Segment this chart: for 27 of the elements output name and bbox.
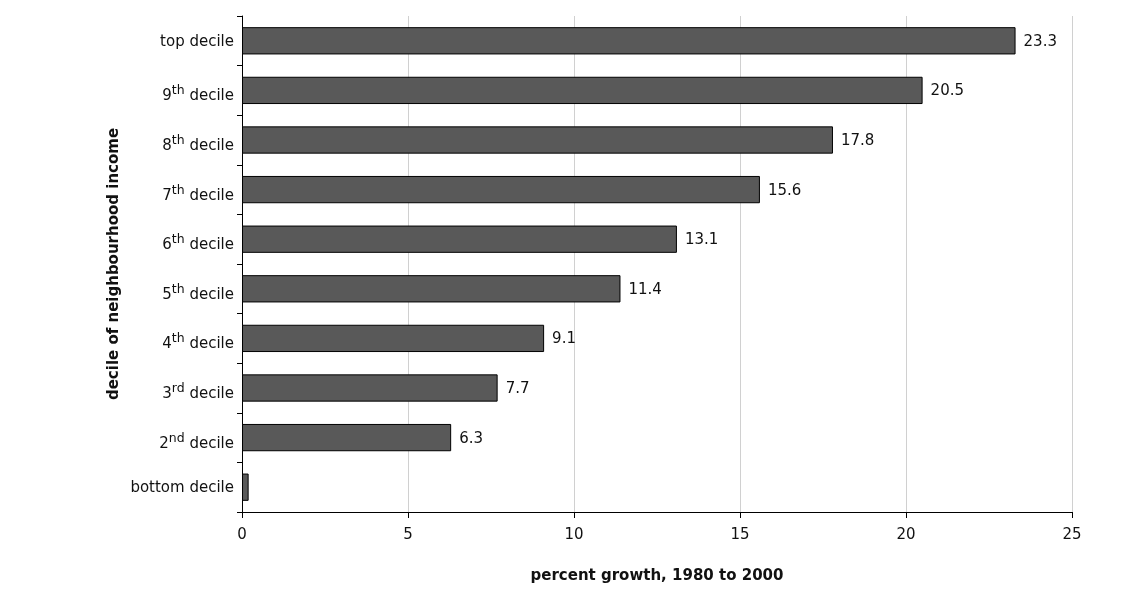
data-label: 15.6 [767,180,802,199]
data-label: 7.7 [505,379,530,397]
data-label: 13.1 [684,230,719,249]
y-tick-label: bottom decile [130,477,234,498]
x-tick-label: 0 [237,524,247,543]
y-tick-label: 3$^{rd}$ decile [162,379,234,402]
y-tick-label: 5$^{th}$ decile [162,279,234,303]
data-label: 11.4 [628,279,662,298]
y-tick-label: 8$^{th}$ decile [162,131,234,154]
x-tick-label: 10 [564,524,584,543]
data-label: 20.5 [930,81,965,100]
x-tick-label: 5 [403,524,413,543]
y-tick-label: 4$^{th}$ decile [162,329,234,353]
x-tick-label: 25 [1062,524,1082,543]
y-tick-label: 2$^{nd}$ decile [159,428,234,452]
data-label: 9.1 [552,329,576,348]
data-label: 23.3 [1023,31,1057,50]
y-tick-label: 7$^{th}$ decile [162,180,234,204]
data-label: 17.8 [840,131,875,149]
y-tick-label: top decile [160,30,234,51]
y-tick-label: 6$^{th}$ decile [162,230,234,254]
x-tick-label: 15 [730,524,750,543]
data-label: 6.3 [459,428,484,447]
y-tick-label: 9$^{th}$ decile [162,81,234,105]
x-axis-title: percent growth, 1980 to 2000 [530,565,784,584]
y-axis-title: decile of neighbourhood income [103,127,122,401]
x-tick-label: 20 [896,524,916,543]
